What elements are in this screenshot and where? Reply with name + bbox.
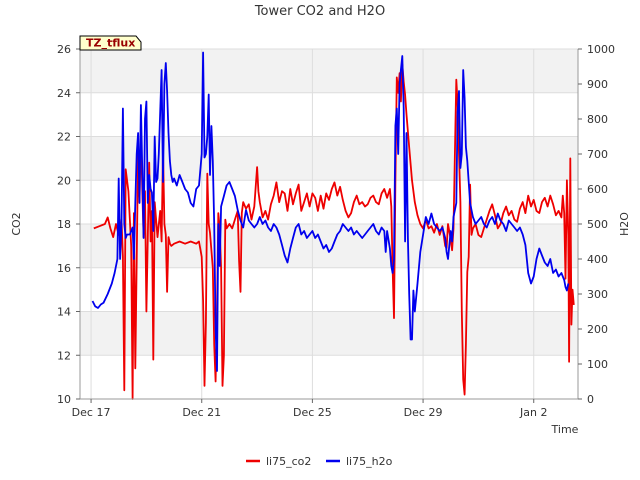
legend: li75_co2 li75_h2o	[246, 455, 393, 468]
y-left-tick-label: 24	[57, 87, 71, 100]
y-right-tick-label: 900	[587, 78, 608, 91]
plot-band	[80, 49, 578, 93]
y-right-tick-label: 500	[587, 218, 608, 231]
x-tick-label: Jan 2	[519, 406, 547, 419]
site-label-text: TZ_tflux	[86, 37, 135, 50]
y-left-tick-label: 10	[57, 393, 71, 406]
series-line-li75_h2o	[91, 51, 570, 372]
y-right-tick-label: 400	[587, 253, 608, 266]
plot-band	[80, 224, 578, 268]
legend-label-li75_h2o: li75_h2o	[346, 455, 393, 468]
plot-band	[80, 92, 578, 137]
x-tick-label: Dec 17	[72, 406, 111, 419]
plot-band	[80, 355, 578, 399]
series-line-li75_co2	[93, 63, 575, 400]
y-left-tick-label: 12	[57, 349, 71, 362]
x-tick-label: Dec 21	[182, 406, 221, 419]
legend-label-li75_co2: li75_co2	[266, 455, 311, 468]
plot-band	[80, 267, 578, 312]
x-axis-label: Time	[551, 423, 579, 436]
y-right-tick-label: 100	[587, 358, 608, 371]
plot-band	[80, 311, 578, 356]
chart-title: Tower CO2 and H2O	[254, 4, 385, 19]
y-axis-right-label: H2O	[618, 212, 631, 236]
y-right-tick-label: 200	[587, 323, 608, 336]
axes: 10 12 14 16 18 20 22 24 26 0 100 200 300 400 500 600 700…	[57, 43, 615, 419]
y-left-tick-label: 22	[57, 131, 71, 144]
x-tick-label: Dec 29	[404, 406, 443, 419]
site-label-box	[79, 35, 142, 51]
y-right-tick-label: 800	[587, 113, 608, 126]
y-left-tick-label: 14	[57, 306, 71, 319]
y-right-tick-label: 600	[587, 183, 608, 196]
x-tick-label: Dec 25	[293, 406, 332, 419]
series-layer	[91, 51, 575, 400]
y-right-tick-label: 300	[587, 288, 608, 301]
site-label-badge: TZ_tflux	[79, 35, 142, 51]
y-left-tick-label: 20	[57, 174, 71, 187]
y-left-tick-label: 18	[57, 218, 71, 231]
y-right-tick-label: 700	[587, 148, 608, 161]
y-right-tick-label: 1000	[587, 43, 615, 56]
y-left-tick-label: 16	[57, 262, 71, 275]
y-left-tick-label: 26	[57, 43, 71, 56]
y-axis-left-label: CO2	[10, 212, 23, 235]
y-right-tick-label: 0	[587, 393, 594, 406]
